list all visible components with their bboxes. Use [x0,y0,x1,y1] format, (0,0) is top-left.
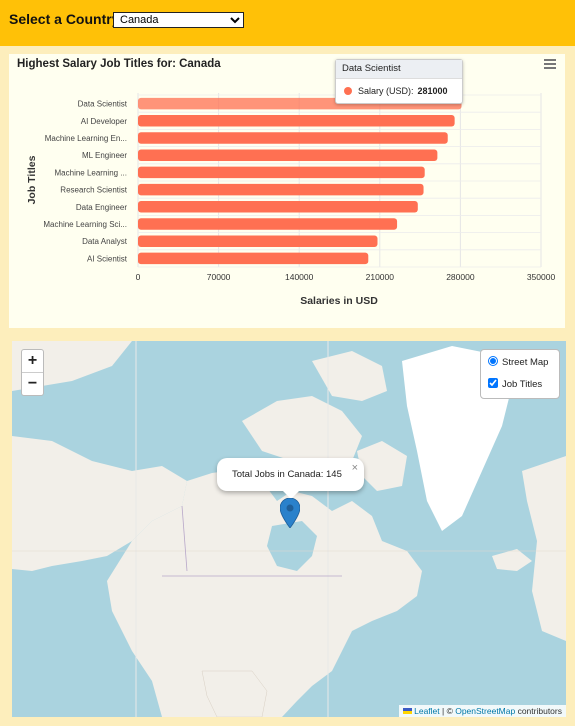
category-label: Data Engineer [76,203,127,212]
bar-4[interactable] [138,166,425,179]
tooltip-value: 281000 [417,86,448,96]
x-tick-label: 210000 [366,272,395,282]
street-map-radio[interactable] [488,356,498,366]
job-titles-checkbox[interactable] [488,378,498,388]
category-label: Research Scientist [60,186,127,195]
tooltip-body: Salary (USD): 281000 [336,79,462,103]
osm-link[interactable]: OpenStreetMap [455,706,516,716]
bar-2[interactable] [138,132,448,144]
job-titles-layer-option[interactable]: Job Titles [488,378,542,392]
chart-title: Highest Salary Job Titles for: Canada [17,58,221,70]
x-tick-label: 70000 [207,272,231,282]
street-map-layer-option[interactable]: Street Map [488,356,548,370]
country-selector-bar: Select a Country Canada [0,0,575,46]
bar-3[interactable] [138,149,438,161]
x-axis-title: Salaries in USD [300,295,378,307]
x-tick-label: 350000 [527,272,556,282]
category-label: AI Developer [81,117,128,126]
x-tick-label: 0 [136,272,141,282]
bar-9[interactable] [138,252,369,265]
zoom-in-button[interactable]: + [22,350,43,373]
popup-close-icon[interactable]: × [351,462,358,474]
category-label: Machine Learning En... [45,134,127,143]
map-marker-icon[interactable] [280,498,300,528]
attribution-separator: | © [439,706,456,716]
category-label: ML Engineer [82,151,127,160]
popup-tip [283,491,299,499]
layer-control: Street Map Job Titles [480,349,560,399]
tooltip-title: Data Scientist [336,60,462,79]
zoom-out-button[interactable]: − [27,375,38,392]
street-map-label: Street Map [502,357,549,368]
salary-chart: Highest Salary Job Titles for: Canada Da… [9,54,565,328]
category-label: Machine Learning Sci... [43,220,127,229]
popup-text: Total Jobs in Canada: 145 [232,469,342,480]
category-label: Machine Learning ... [55,168,128,177]
x-tick-label: 140000 [285,272,314,282]
map-tiles [12,341,566,717]
ukraine-flag-icon [403,708,413,714]
jobs-map[interactable]: + − Street Map Job Titles Total Jobs in … [12,341,566,717]
x-tick-label: 280000 [446,272,475,282]
country-select[interactable]: Canada [113,12,244,28]
bar-5[interactable] [138,183,424,196]
job-titles-label: Job Titles [502,379,543,390]
map-attribution: Leaflet | © OpenStreetMap contributors [399,705,566,717]
chart-tooltip: Data Scientist Salary (USD): 281000 [335,59,463,104]
y-axis-title: Job Titles [26,155,38,204]
bar-8[interactable] [138,235,378,247]
tooltip-label: Salary (USD): [358,86,414,96]
zoom-control: + − [21,349,44,396]
country-select-label: Select a Country [9,11,120,27]
leaflet-link[interactable]: Leaflet [414,706,440,716]
bar-chart-svg: Highest Salary Job Titles for: Canada Da… [17,58,556,307]
map-popup: Total Jobs in Canada: 145 × [217,458,364,499]
bar-7[interactable] [138,218,398,230]
chart-menu-icon[interactable] [544,59,556,69]
bar-6[interactable] [138,201,418,213]
category-label: Data Analyst [82,237,128,246]
category-label: AI Scientist [87,254,128,263]
attribution-tail: contributors [515,706,562,716]
bar-1[interactable] [138,115,455,127]
category-label: Data Scientist [78,100,128,109]
series-dot-icon [344,87,352,95]
